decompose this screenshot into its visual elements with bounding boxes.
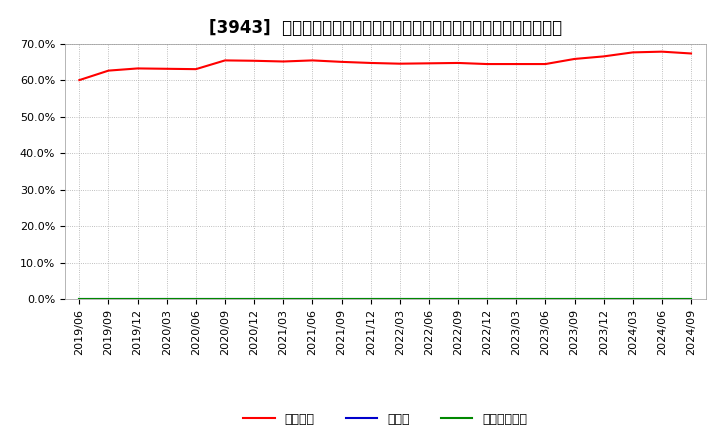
自己資本	[163, 66, 171, 71]
繰延税金資産	[75, 297, 84, 302]
自己資本	[512, 62, 521, 67]
繰延税金資産	[657, 297, 666, 302]
繰延税金資産	[570, 297, 579, 302]
自己資本	[75, 77, 84, 83]
Line: 自己資本: 自己資本	[79, 51, 691, 80]
のれん	[133, 297, 142, 302]
繰延税金資産	[454, 297, 462, 302]
のれん	[570, 297, 579, 302]
のれん	[163, 297, 171, 302]
のれん	[75, 297, 84, 302]
のれん	[599, 297, 608, 302]
自己資本	[541, 62, 550, 67]
のれん	[279, 297, 287, 302]
自己資本	[454, 60, 462, 66]
自己資本	[570, 56, 579, 62]
繰延税金資産	[687, 297, 696, 302]
自己資本	[599, 54, 608, 59]
のれん	[629, 297, 637, 302]
のれん	[657, 297, 666, 302]
自己資本	[483, 62, 492, 67]
繰延税金資産	[425, 297, 433, 302]
繰延税金資産	[395, 297, 404, 302]
繰延税金資産	[629, 297, 637, 302]
自己資本	[395, 61, 404, 66]
のれん	[308, 297, 317, 302]
自己資本	[250, 58, 258, 63]
自己資本	[366, 60, 375, 66]
のれん	[220, 297, 229, 302]
Title: [3943]  自己資本、のれん、繰延税金資産の総資産に対する比率の推移: [3943] 自己資本、のれん、繰延税金資産の総資産に対する比率の推移	[209, 19, 562, 37]
繰延税金資産	[220, 297, 229, 302]
のれん	[687, 297, 696, 302]
繰延税金資産	[512, 297, 521, 302]
自己資本	[220, 58, 229, 63]
のれん	[425, 297, 433, 302]
自己資本	[337, 59, 346, 65]
繰延税金資産	[133, 297, 142, 302]
繰延税金資産	[337, 297, 346, 302]
自己資本	[629, 50, 637, 55]
繰延税金資産	[192, 297, 200, 302]
のれん	[395, 297, 404, 302]
自己資本	[687, 51, 696, 56]
繰延税金資産	[250, 297, 258, 302]
自己資本	[192, 66, 200, 72]
自己資本	[308, 58, 317, 63]
繰延税金資産	[483, 297, 492, 302]
のれん	[337, 297, 346, 302]
繰延税金資産	[541, 297, 550, 302]
自己資本	[657, 49, 666, 54]
繰延税金資産	[308, 297, 317, 302]
繰延税金資産	[279, 297, 287, 302]
繰延税金資産	[366, 297, 375, 302]
のれん	[454, 297, 462, 302]
自己資本	[104, 68, 113, 73]
のれん	[192, 297, 200, 302]
自己資本	[133, 66, 142, 71]
自己資本	[425, 61, 433, 66]
繰延税金資産	[163, 297, 171, 302]
Legend: 自己資本, のれん, 繰延税金資産: 自己資本, のれん, 繰延税金資産	[243, 413, 527, 425]
のれん	[483, 297, 492, 302]
自己資本	[279, 59, 287, 64]
繰延税金資産	[104, 297, 113, 302]
のれん	[250, 297, 258, 302]
のれん	[366, 297, 375, 302]
繰延税金資産	[599, 297, 608, 302]
のれん	[541, 297, 550, 302]
のれん	[104, 297, 113, 302]
のれん	[512, 297, 521, 302]
